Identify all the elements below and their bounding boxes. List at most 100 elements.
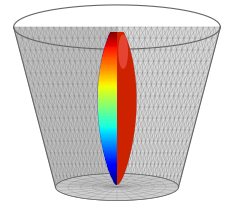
Polygon shape <box>98 84 117 85</box>
Polygon shape <box>104 49 117 50</box>
Polygon shape <box>109 35 117 36</box>
Polygon shape <box>98 108 117 109</box>
Polygon shape <box>105 45 117 46</box>
Polygon shape <box>98 105 117 106</box>
Polygon shape <box>99 128 117 129</box>
Polygon shape <box>98 91 117 92</box>
Polygon shape <box>105 158 117 159</box>
Polygon shape <box>101 60 117 62</box>
Polygon shape <box>98 106 117 107</box>
Polygon shape <box>98 88 117 89</box>
Polygon shape <box>98 97 117 98</box>
Polygon shape <box>99 130 117 131</box>
Polygon shape <box>108 37 117 38</box>
Polygon shape <box>98 83 117 84</box>
Polygon shape <box>117 32 136 185</box>
Polygon shape <box>101 138 117 139</box>
Polygon shape <box>114 182 117 184</box>
Polygon shape <box>112 178 117 179</box>
Polygon shape <box>104 47 117 48</box>
Polygon shape <box>106 162 117 163</box>
Polygon shape <box>102 55 117 57</box>
Polygon shape <box>105 46 117 47</box>
Polygon shape <box>101 62 117 64</box>
Polygon shape <box>109 34 117 35</box>
Polygon shape <box>102 146 117 147</box>
Polygon shape <box>102 144 117 145</box>
Polygon shape <box>99 129 117 130</box>
Polygon shape <box>98 100 117 101</box>
Polygon shape <box>98 90 117 91</box>
Polygon shape <box>98 109 117 110</box>
Polygon shape <box>105 159 117 160</box>
Polygon shape <box>107 38 117 39</box>
Polygon shape <box>100 69 117 70</box>
Polygon shape <box>104 48 117 49</box>
Polygon shape <box>99 74 117 75</box>
Polygon shape <box>107 166 117 167</box>
Polygon shape <box>99 75 117 76</box>
Polygon shape <box>104 154 117 155</box>
Polygon shape <box>103 149 117 150</box>
Ellipse shape <box>118 34 128 69</box>
Polygon shape <box>103 151 117 152</box>
Polygon shape <box>105 44 117 45</box>
Polygon shape <box>102 58 117 59</box>
Polygon shape <box>100 135 117 136</box>
Polygon shape <box>98 107 117 108</box>
Polygon shape <box>102 57 117 58</box>
Polygon shape <box>98 111 117 112</box>
Polygon shape <box>99 120 117 122</box>
Polygon shape <box>98 85 117 86</box>
Polygon shape <box>106 40 117 41</box>
Polygon shape <box>103 51 117 52</box>
Polygon shape <box>103 53 117 54</box>
Polygon shape <box>98 118 117 119</box>
Polygon shape <box>109 170 117 171</box>
Polygon shape <box>100 68 117 69</box>
Polygon shape <box>104 156 117 157</box>
Polygon shape <box>98 99 117 100</box>
Polygon shape <box>103 152 117 153</box>
Polygon shape <box>98 119 117 120</box>
Polygon shape <box>98 102 117 103</box>
Polygon shape <box>99 78 117 79</box>
Polygon shape <box>98 95 117 96</box>
Polygon shape <box>107 165 117 166</box>
Polygon shape <box>100 133 117 134</box>
Polygon shape <box>115 184 117 185</box>
Polygon shape <box>113 180 117 182</box>
Polygon shape <box>100 67 117 68</box>
Polygon shape <box>101 140 117 141</box>
Polygon shape <box>109 171 117 172</box>
Polygon shape <box>98 92 117 93</box>
Polygon shape <box>107 167 117 168</box>
Ellipse shape <box>55 173 179 201</box>
Polygon shape <box>98 93 117 94</box>
Polygon shape <box>112 179 117 180</box>
Polygon shape <box>108 168 117 169</box>
Polygon shape <box>110 174 117 175</box>
Polygon shape <box>99 77 117 78</box>
Polygon shape <box>14 27 117 187</box>
Polygon shape <box>104 153 117 154</box>
Polygon shape <box>98 115 117 117</box>
Polygon shape <box>108 169 117 170</box>
Polygon shape <box>98 98 117 99</box>
Polygon shape <box>99 122 117 124</box>
Polygon shape <box>98 110 117 111</box>
Polygon shape <box>106 163 117 164</box>
Polygon shape <box>100 65 117 67</box>
Polygon shape <box>100 70 117 71</box>
Polygon shape <box>106 164 117 165</box>
Polygon shape <box>98 89 117 90</box>
Polygon shape <box>109 172 117 173</box>
Polygon shape <box>106 41 117 42</box>
Polygon shape <box>103 52 117 53</box>
Polygon shape <box>99 80 117 81</box>
Polygon shape <box>98 81 117 82</box>
Polygon shape <box>107 39 117 40</box>
Polygon shape <box>98 103 117 104</box>
Polygon shape <box>102 54 117 55</box>
Polygon shape <box>105 157 117 158</box>
